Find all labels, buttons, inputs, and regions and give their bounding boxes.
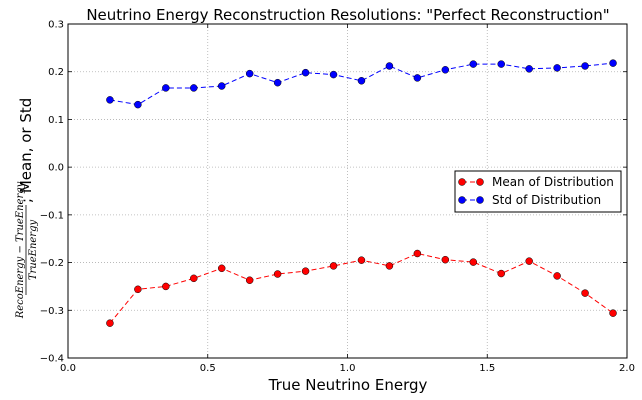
data-point — [553, 272, 561, 280]
data-point — [385, 62, 394, 70]
data-point — [329, 70, 338, 79]
legend: Mean of Distribution Std of Distribution — [454, 170, 622, 213]
data-point — [581, 289, 589, 297]
y-tick-label: −0.1 — [40, 210, 64, 221]
series-mean — [106, 249, 617, 327]
data-point — [413, 249, 422, 258]
y-tick-label: 0.0 — [48, 163, 64, 174]
series-line — [109, 252, 614, 324]
data-point — [581, 62, 589, 70]
x-tick-label: 0.0 — [60, 363, 76, 374]
data-point — [497, 269, 505, 278]
data-point — [497, 60, 505, 68]
legend-marker-std — [458, 196, 466, 204]
data-point — [385, 262, 394, 270]
data-point — [273, 78, 282, 87]
data-point — [525, 65, 533, 73]
data-point — [329, 262, 338, 270]
legend-marker-mean — [458, 178, 466, 186]
series-layer — [106, 59, 617, 327]
data-point — [134, 285, 142, 294]
data-point — [413, 74, 422, 82]
legend-marker-mean — [476, 178, 484, 186]
data-point — [609, 59, 617, 67]
data-point — [357, 77, 366, 85]
y-axis-label-numerator: RecoEnergy − TrueEnergy — [15, 181, 26, 319]
data-point — [106, 319, 114, 327]
data-point — [190, 274, 198, 283]
data-point — [441, 255, 450, 264]
x-axis-label: True Neutrino Energy — [268, 376, 428, 394]
data-point — [469, 60, 478, 68]
data-point — [162, 84, 170, 92]
data-point — [106, 96, 114, 104]
series-std — [106, 59, 617, 109]
data-point — [525, 257, 533, 265]
legend-label-std: Std of Distribution — [492, 193, 601, 207]
data-point — [134, 100, 142, 109]
y-tick-label: −0.3 — [40, 306, 64, 317]
data-point — [553, 64, 561, 72]
y-tick-label: 0.1 — [48, 115, 64, 126]
y-tick-label: 0.2 — [48, 67, 64, 78]
axis-ticks: 0.0 0.5 1.0 1.5 2.0 0.3 0.2 0.1 0.0 −0.1 −0.2 −0.3 −… — [40, 20, 635, 375]
data-point — [245, 276, 254, 284]
data-point — [357, 256, 366, 264]
x-tick-label: 1.0 — [340, 363, 356, 374]
data-point — [217, 82, 226, 90]
data-point — [441, 66, 450, 74]
legend-box — [454, 170, 622, 213]
data-point — [217, 264, 226, 273]
y-axis-label-suffix: ; Mean, or Std — [17, 98, 35, 203]
y-tick-label: −0.4 — [40, 354, 64, 365]
data-point — [301, 267, 310, 275]
legend-label-mean: Mean of Distribution — [492, 175, 614, 189]
data-point — [273, 270, 282, 278]
data-point — [469, 258, 478, 266]
y-tick-label: −0.2 — [40, 258, 64, 269]
y-tick-label: 0.3 — [48, 20, 64, 31]
data-point — [301, 68, 310, 77]
y-axis-label: RecoEnergy − TrueEnergy TrueEnergy ; Mea… — [15, 98, 39, 320]
data-point — [190, 84, 198, 92]
data-point — [609, 309, 617, 317]
chart-title: Neutrino Energy Reconstruction Resolutio… — [86, 6, 609, 24]
legend-marker-std — [476, 196, 484, 204]
y-axis-label-denominator: TrueEnergy — [28, 220, 39, 281]
data-point — [245, 69, 254, 78]
data-point — [162, 282, 170, 291]
x-tick-label: 1.5 — [479, 363, 495, 374]
x-tick-label: 2.0 — [619, 363, 635, 374]
x-tick-label: 0.5 — [200, 363, 216, 374]
